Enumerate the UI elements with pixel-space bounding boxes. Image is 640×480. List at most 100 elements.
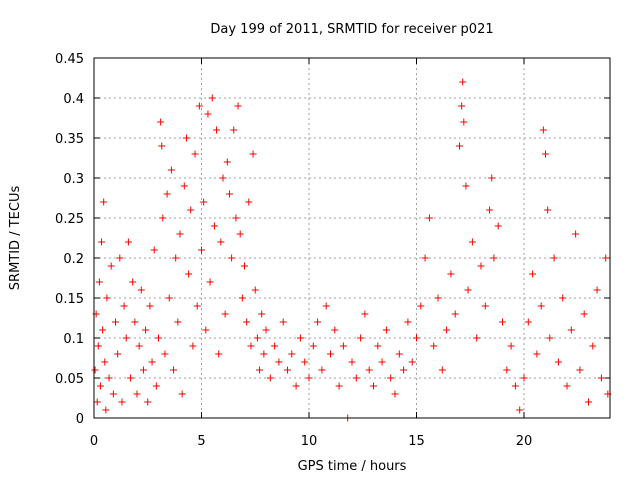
data-point — [533, 350, 541, 358]
data-point — [537, 302, 545, 310]
data-point — [170, 366, 178, 374]
data-point — [163, 190, 171, 198]
data-point — [185, 270, 193, 278]
data-point — [546, 334, 554, 342]
data-point — [157, 118, 165, 126]
x-tick-label: 0 — [90, 434, 98, 449]
data-point — [98, 238, 106, 246]
data-point — [100, 198, 108, 206]
data-point — [146, 302, 154, 310]
data-point — [182, 134, 190, 142]
data-point — [494, 222, 502, 230]
data-point — [230, 126, 238, 134]
data-point — [395, 350, 403, 358]
data-point — [554, 358, 562, 366]
data-point — [292, 382, 300, 390]
data-point — [256, 366, 264, 374]
data-point — [271, 342, 279, 350]
data-point — [148, 358, 156, 366]
data-point — [178, 390, 186, 398]
data-point — [425, 214, 433, 222]
y-tick-label: 0.15 — [55, 292, 84, 307]
data-point — [400, 366, 408, 374]
data-point — [91, 366, 99, 374]
data-point — [438, 366, 446, 374]
data-point — [468, 238, 476, 246]
data-point — [382, 326, 390, 334]
data-point — [114, 350, 122, 358]
data-point — [219, 174, 227, 182]
data-point — [296, 334, 304, 342]
data-point — [421, 254, 429, 262]
y-tick-label: 0.4 — [63, 92, 84, 107]
data-point — [473, 334, 481, 342]
data-point — [133, 390, 141, 398]
data-point — [413, 334, 420, 342]
data-point — [215, 350, 223, 358]
data-point — [417, 302, 425, 310]
data-point — [155, 334, 162, 342]
data-point — [241, 262, 248, 270]
data-point — [204, 110, 212, 118]
y-tick-label: 0.45 — [55, 52, 84, 67]
data-point — [247, 342, 255, 350]
data-point — [232, 214, 240, 222]
data-point — [301, 358, 309, 366]
y-tick-label: 0.35 — [55, 132, 84, 147]
data-point — [102, 406, 110, 414]
data-point — [374, 342, 382, 350]
data-point — [447, 270, 455, 278]
data-point — [456, 142, 463, 150]
data-point — [249, 150, 257, 158]
data-point — [451, 310, 459, 318]
data-point — [161, 350, 169, 358]
data-point — [135, 342, 143, 350]
data-point — [180, 182, 188, 190]
data-point — [542, 150, 549, 158]
data-point — [443, 326, 451, 334]
data-point — [206, 278, 214, 286]
data-point — [262, 326, 270, 334]
data-point — [516, 406, 524, 414]
data-point — [96, 382, 104, 390]
data-point — [139, 366, 147, 374]
y-tick-label: 0.1 — [63, 332, 84, 347]
data-point — [585, 398, 592, 406]
data-point — [462, 182, 470, 190]
x-tick-label: 5 — [197, 434, 205, 449]
data-point — [563, 382, 571, 390]
data-point — [408, 358, 416, 366]
data-point — [544, 206, 552, 214]
data-point — [101, 358, 109, 366]
data-point — [348, 358, 356, 366]
data-point — [127, 374, 135, 382]
data-point — [124, 238, 132, 246]
data-point — [331, 326, 339, 334]
data-points — [91, 78, 612, 422]
data-point — [503, 366, 511, 374]
data-point — [198, 246, 205, 254]
data-point — [486, 206, 494, 214]
data-point — [335, 382, 343, 390]
chart-title: Day 199 of 2011, SRMTID for receiver p02… — [210, 22, 493, 37]
data-point — [225, 190, 233, 198]
data-point — [580, 310, 588, 318]
data-point — [488, 174, 496, 182]
data-point — [593, 286, 601, 294]
data-point — [234, 102, 242, 110]
data-point — [213, 126, 221, 134]
data-point — [365, 366, 373, 374]
x-tick-label: 15 — [408, 434, 425, 449]
data-point — [460, 118, 468, 126]
data-point — [434, 294, 442, 302]
y-axis-label: SRMTID / TECUs — [8, 186, 23, 291]
data-point — [305, 374, 313, 382]
data-point — [187, 206, 195, 214]
data-point — [142, 326, 150, 334]
data-point — [107, 262, 115, 270]
data-point — [158, 142, 166, 150]
data-point — [275, 358, 283, 366]
data-point — [539, 126, 547, 134]
data-point — [223, 158, 231, 166]
